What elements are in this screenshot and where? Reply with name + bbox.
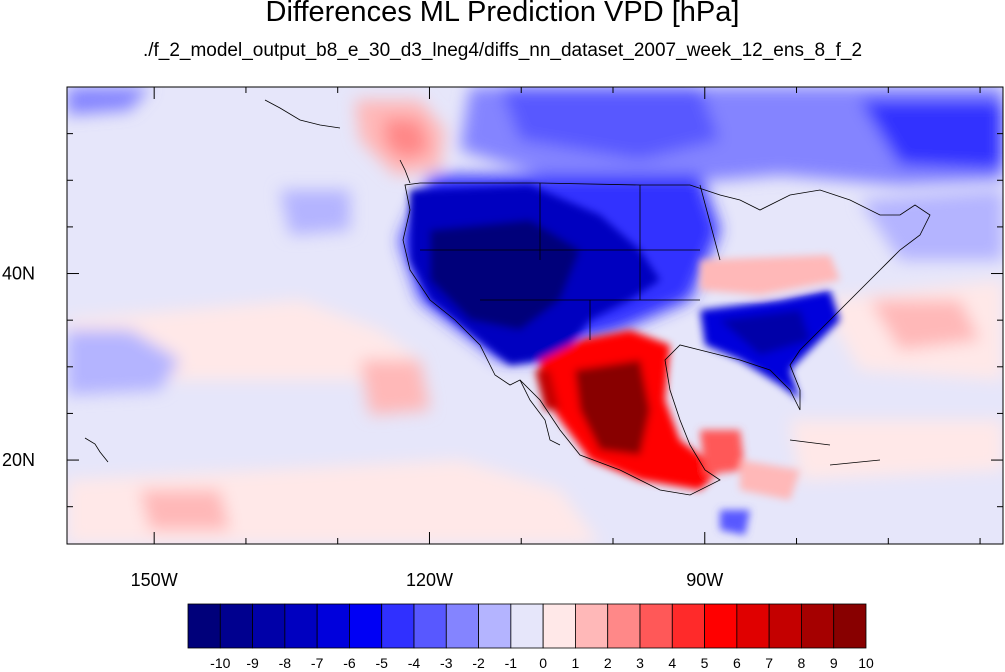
- colorbar-swatch: [381, 603, 415, 649]
- colorbar-swatch: [736, 603, 770, 649]
- colorbar-label: -5: [375, 655, 388, 671]
- colorbar-swatch: [833, 603, 867, 649]
- colorbar-label: 5: [701, 655, 709, 671]
- colorbar-label: 9: [830, 655, 838, 671]
- colorbar-label: 0: [539, 655, 547, 671]
- colorbar-swatch: [252, 603, 286, 649]
- colorbar-label: -7: [311, 655, 324, 671]
- map-frame: [66, 86, 1004, 545]
- colorbar-swatch: [219, 603, 253, 649]
- vpd-difference-field: [67, 87, 1003, 544]
- lat-tick-label: 40N: [2, 264, 35, 284]
- colorbar-label: 2: [604, 655, 612, 671]
- colorbar-label: 6: [733, 655, 741, 671]
- colorbar-swatch: [413, 603, 447, 649]
- colorbar-label: -2: [472, 655, 485, 671]
- axis-ticks: [67, 87, 1003, 544]
- colorbar-swatch: [349, 603, 383, 649]
- lat-tick-label: 20N: [2, 450, 35, 470]
- colorbar-label: 4: [668, 655, 676, 671]
- colorbar-swatch: [607, 603, 641, 649]
- coastlines: [84, 99, 931, 496]
- axis-tick-labels: 150W 120W 90W 40N 20N: [2, 264, 723, 590]
- colorbar-label: 7: [765, 655, 773, 671]
- colorbar-swatch: [639, 603, 673, 649]
- colorbar-swatch: [768, 603, 802, 649]
- colorbar-swatch: [478, 603, 512, 649]
- colorbar-label: -8: [279, 655, 292, 671]
- colorbar-swatch: [187, 603, 221, 649]
- colorbar-label: 3: [636, 655, 644, 671]
- colorbar: -10 -9 -8 -7 -6 -5 -4 -3 -2 -1 0 1 2 3 4 5 6 7 8 9 10: [187, 603, 874, 671]
- colorbar-label: -6: [343, 655, 356, 671]
- colorbar-label: -10: [210, 655, 230, 671]
- lon-tick-label: 150W: [131, 570, 178, 590]
- colorbar-label: -9: [246, 655, 259, 671]
- colorbar-label: 8: [798, 655, 806, 671]
- colorbar-swatch: [575, 603, 609, 649]
- lon-tick-label: 90W: [686, 570, 723, 590]
- map-title: Differences ML Prediction VPD [hPa]: [265, 0, 740, 28]
- colorbar-swatch: [704, 603, 738, 649]
- colorbar-swatch: [671, 603, 705, 649]
- colorbar-swatch: [510, 603, 544, 649]
- colorbar-label: -4: [408, 655, 421, 671]
- colorbar-label: -1: [505, 655, 518, 671]
- lon-tick-label: 120W: [406, 570, 453, 590]
- map-subtitle: ./f_2_model_output_b8_e_30_d3_lneg4/diff…: [142, 40, 863, 61]
- colorbar-swatch: [542, 603, 576, 649]
- colorbar-swatch: [445, 603, 479, 649]
- colorbar-swatch: [284, 603, 318, 649]
- colorbar-swatch: [801, 603, 835, 649]
- colorbar-label: 10: [858, 655, 874, 671]
- colorbar-label: -3: [440, 655, 453, 671]
- colorbar-swatch: [316, 603, 350, 649]
- colorbar-label: 1: [572, 655, 580, 671]
